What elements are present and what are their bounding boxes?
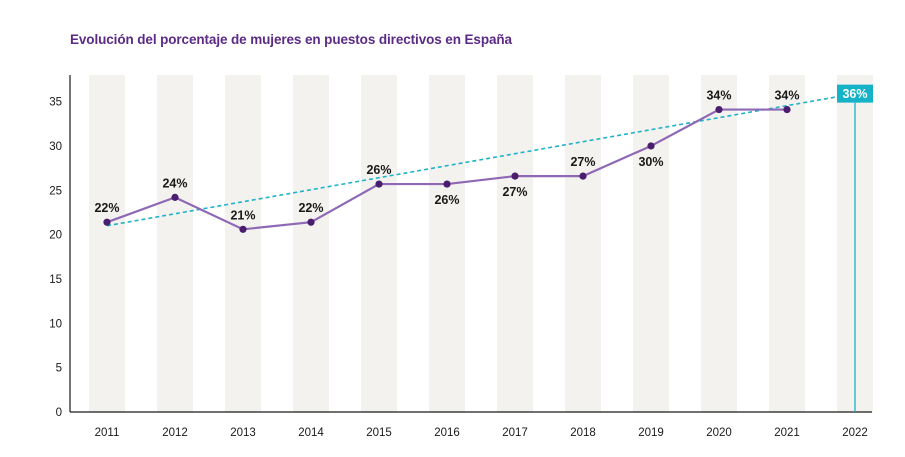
x-tick-label: 2014 bbox=[298, 427, 324, 439]
column-band bbox=[497, 75, 533, 412]
y-tick-label: 5 bbox=[56, 363, 62, 375]
column-band bbox=[89, 75, 125, 412]
y-tick-label: 10 bbox=[49, 318, 62, 330]
data-label: 21% bbox=[230, 208, 255, 222]
column-band bbox=[429, 75, 465, 412]
data-point bbox=[103, 218, 111, 226]
y-tick-label: 25 bbox=[49, 185, 62, 197]
column-band bbox=[565, 75, 601, 412]
x-tick-label: 2019 bbox=[638, 427, 664, 439]
x-tick-label: 2017 bbox=[502, 427, 528, 439]
column-band bbox=[293, 75, 329, 412]
data-label: 30% bbox=[638, 155, 663, 169]
y-tick-label: 30 bbox=[49, 141, 62, 153]
column-band bbox=[157, 75, 193, 412]
column-band bbox=[633, 75, 669, 412]
column-band bbox=[361, 75, 397, 412]
y-tick-label: 35 bbox=[49, 97, 62, 109]
trend-line bbox=[106, 92, 856, 227]
data-label: 26% bbox=[434, 193, 459, 207]
axes bbox=[69, 75, 872, 413]
data-label: 26% bbox=[366, 163, 391, 177]
x-tick-label: 2021 bbox=[774, 427, 800, 439]
data-point bbox=[579, 172, 587, 180]
y-tick-label: 15 bbox=[49, 274, 62, 286]
data-point bbox=[715, 105, 723, 114]
data-point bbox=[375, 180, 383, 188]
column-band bbox=[701, 75, 737, 412]
projection-box bbox=[837, 84, 873, 103]
trend-line-group bbox=[106, 92, 856, 227]
data-label: 27% bbox=[570, 155, 595, 169]
x-tick-label: 2013 bbox=[230, 427, 256, 439]
data-label: 27% bbox=[502, 185, 527, 199]
x-tick-label: 2022 bbox=[842, 427, 868, 439]
data-point bbox=[171, 193, 179, 201]
data-point bbox=[511, 172, 519, 180]
data-point bbox=[783, 105, 791, 114]
column-band bbox=[769, 75, 805, 412]
data-point bbox=[239, 225, 247, 233]
x-tick-label: 2011 bbox=[95, 427, 120, 439]
data-point bbox=[307, 218, 315, 226]
column-band bbox=[225, 75, 261, 412]
data-point bbox=[647, 142, 655, 150]
x-tick-label: 2018 bbox=[570, 427, 596, 439]
chart-title: Evolución del porcentaje de mujeres en p… bbox=[70, 32, 512, 47]
data-label: 22% bbox=[298, 201, 323, 215]
x-tick-label: 2012 bbox=[162, 427, 188, 439]
y-tick-label: 0 bbox=[56, 407, 62, 419]
x-axis-ticks: 2011 2012 2013 2014 2015 2016 2017 2018 2019 2020… bbox=[95, 427, 868, 439]
column-bands bbox=[89, 75, 873, 412]
data-label: 24% bbox=[162, 176, 187, 190]
projection-group: 36% bbox=[837, 84, 873, 412]
data-label: 22% bbox=[94, 201, 119, 215]
y-tick-label: 20 bbox=[49, 230, 62, 242]
y-axis-ticks: 0 5 10 15 20 25 30 35 bbox=[49, 97, 62, 419]
data-label: 34% bbox=[706, 89, 731, 103]
x-tick-label: 2015 bbox=[366, 427, 392, 439]
data-point bbox=[443, 180, 451, 188]
data-label: 34% bbox=[774, 89, 799, 103]
series-group: 22% 24% 21% 22% 26% 26% 27% 27% 30% 34% 34% bbox=[94, 89, 800, 233]
projection-label: 36% bbox=[842, 87, 867, 101]
x-tick-label: 2016 bbox=[434, 427, 460, 439]
x-tick-label: 2020 bbox=[706, 427, 732, 439]
